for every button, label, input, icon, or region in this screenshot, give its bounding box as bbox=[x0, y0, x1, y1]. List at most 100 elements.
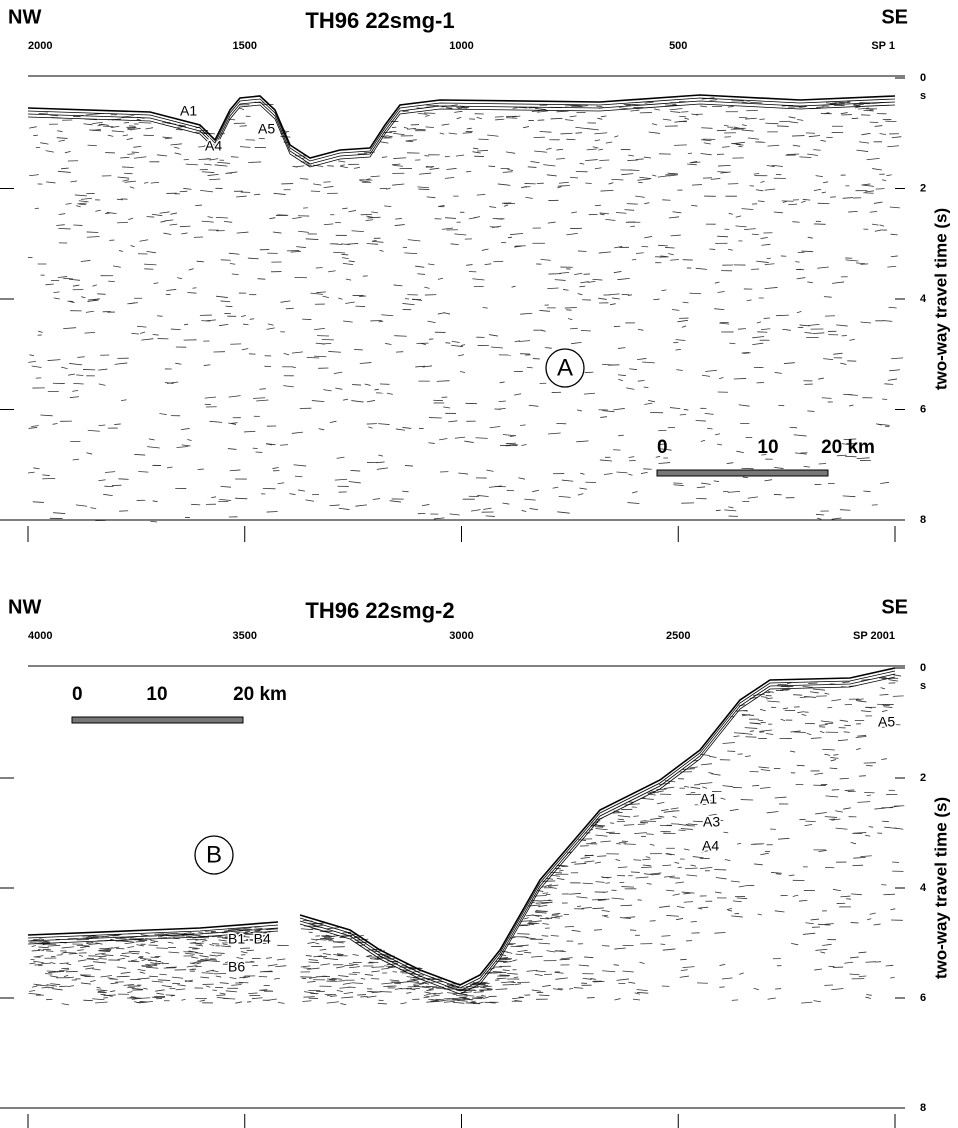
reflector bbox=[204, 396, 217, 399]
reflector bbox=[699, 866, 713, 870]
reflector bbox=[138, 471, 149, 473]
reflector bbox=[527, 166, 537, 168]
reflector bbox=[93, 961, 107, 964]
reflector bbox=[541, 935, 549, 937]
reflector bbox=[824, 753, 831, 756]
reflector bbox=[63, 277, 73, 280]
reflector bbox=[348, 963, 359, 966]
reflector bbox=[839, 509, 851, 511]
reflector bbox=[417, 112, 428, 115]
reflector bbox=[689, 766, 698, 769]
reflector bbox=[452, 998, 465, 1001]
reflector bbox=[633, 859, 642, 861]
reflector bbox=[595, 834, 608, 837]
scale-bar bbox=[656, 469, 829, 477]
seafloor bbox=[27, 924, 279, 939]
reflector bbox=[727, 106, 734, 108]
reflector bbox=[302, 1000, 312, 1002]
reflector bbox=[155, 989, 165, 992]
reflector bbox=[114, 362, 128, 365]
reflector bbox=[760, 852, 769, 856]
reflector bbox=[163, 232, 172, 235]
reflector bbox=[234, 497, 248, 500]
scale-label: 20 km bbox=[821, 437, 875, 458]
reflector bbox=[594, 139, 601, 142]
reflector bbox=[390, 957, 396, 960]
reflector bbox=[335, 387, 343, 390]
reflector bbox=[527, 904, 541, 907]
reflector bbox=[166, 466, 173, 469]
reflector bbox=[757, 200, 765, 202]
reflector bbox=[100, 975, 112, 978]
reflector bbox=[150, 962, 160, 965]
reflector bbox=[85, 967, 95, 970]
reflector bbox=[140, 331, 146, 334]
reflector bbox=[342, 207, 348, 210]
reflector bbox=[663, 786, 675, 789]
reflector bbox=[33, 956, 41, 958]
reflector bbox=[311, 938, 318, 941]
reflector bbox=[235, 929, 244, 931]
reflector bbox=[160, 220, 166, 223]
reflector bbox=[314, 327, 325, 331]
reflector bbox=[498, 400, 506, 403]
reflector bbox=[644, 202, 650, 205]
reflector bbox=[542, 892, 549, 894]
reflector bbox=[69, 396, 80, 399]
reflector bbox=[298, 489, 306, 492]
reflector bbox=[464, 440, 474, 443]
reflector bbox=[765, 733, 774, 735]
reflector bbox=[705, 369, 717, 372]
reflector bbox=[173, 146, 180, 149]
reflector bbox=[84, 331, 96, 334]
reflector bbox=[215, 295, 228, 298]
reflector bbox=[41, 986, 50, 989]
reflector bbox=[87, 144, 97, 147]
reflector bbox=[177, 277, 183, 280]
reflector bbox=[775, 988, 782, 990]
reflector bbox=[285, 307, 294, 310]
reflector bbox=[229, 977, 237, 979]
reflector bbox=[600, 189, 614, 192]
reflector bbox=[611, 897, 625, 900]
seafloor bbox=[27, 103, 896, 168]
reflector bbox=[313, 183, 322, 186]
reflector bbox=[677, 319, 689, 323]
reflector bbox=[681, 891, 695, 894]
reflector bbox=[424, 991, 431, 994]
reflector bbox=[613, 408, 625, 411]
reflector bbox=[635, 158, 644, 160]
reflector bbox=[614, 947, 626, 950]
reflector bbox=[61, 951, 67, 954]
reflector bbox=[873, 923, 881, 926]
reflector bbox=[98, 383, 106, 386]
reflector bbox=[77, 949, 84, 951]
reflector bbox=[272, 231, 282, 234]
reflector bbox=[657, 175, 670, 178]
reflector bbox=[463, 998, 473, 1001]
reflector bbox=[831, 988, 844, 991]
reflector bbox=[720, 171, 731, 174]
reflector bbox=[628, 981, 636, 984]
reflector bbox=[106, 994, 113, 997]
reflector bbox=[640, 471, 648, 474]
reflector bbox=[814, 772, 824, 775]
reflector bbox=[550, 916, 561, 919]
reflector bbox=[523, 917, 529, 920]
reflector bbox=[806, 733, 812, 736]
reflector bbox=[29, 174, 39, 177]
reflector bbox=[744, 727, 758, 729]
reflector bbox=[818, 850, 827, 852]
reflector bbox=[703, 800, 716, 802]
reflector bbox=[331, 977, 342, 980]
reflector bbox=[521, 510, 527, 512]
reflector bbox=[798, 899, 808, 902]
reflector bbox=[299, 178, 309, 180]
reflector bbox=[372, 240, 384, 243]
reflector bbox=[130, 959, 137, 962]
reflector bbox=[328, 270, 336, 273]
reflector bbox=[629, 368, 638, 371]
reflector bbox=[661, 935, 671, 937]
reflector bbox=[535, 970, 546, 973]
